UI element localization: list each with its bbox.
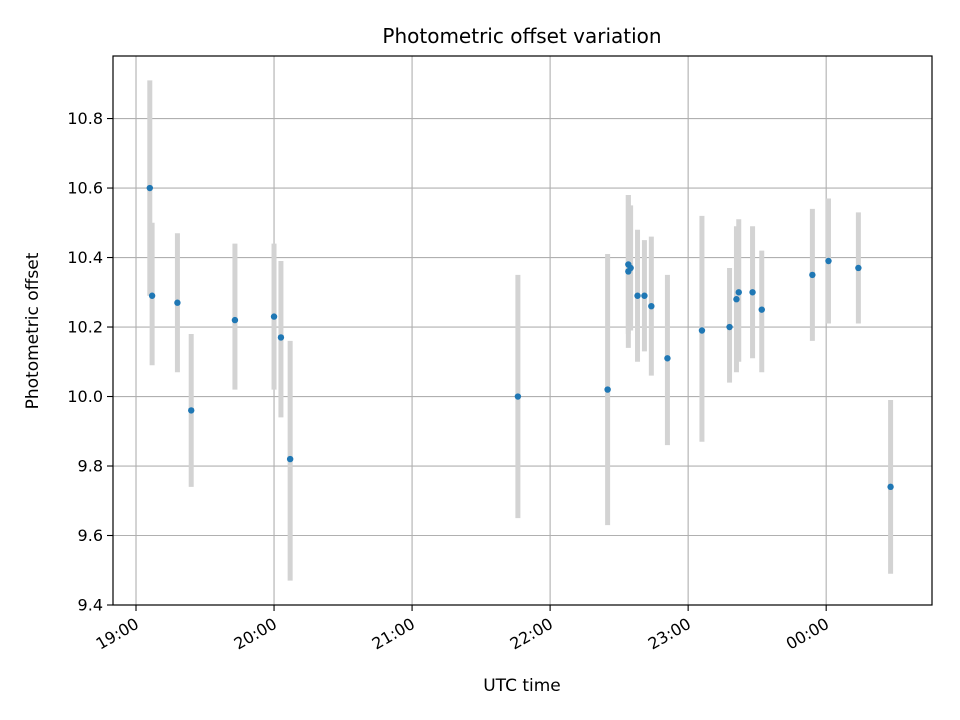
data-point (735, 289, 742, 296)
x-tick-label: 00:00 (783, 614, 832, 654)
y-tick-label: 9.8 (78, 457, 103, 476)
data-point (749, 289, 756, 296)
y-tick-label: 9.6 (78, 526, 103, 545)
data-point (604, 386, 611, 393)
data-point (146, 184, 154, 192)
data-point (809, 271, 816, 279)
data-point (270, 313, 278, 320)
data-point (641, 292, 648, 299)
data-point (286, 455, 294, 463)
chart-title: Photometric offset variation (382, 24, 661, 48)
y-tick-label: 10.4 (67, 248, 103, 267)
data-point (188, 407, 195, 414)
x-tick-label: 20:00 (231, 614, 280, 654)
y-tick-label: 10.8 (67, 109, 103, 128)
plot-frame (112, 55, 933, 606)
error-bars (147, 80, 894, 581)
y-tick-label: 10.6 (67, 179, 103, 198)
data-point (664, 355, 671, 362)
data-point (698, 327, 706, 334)
x-axis-ticks: 19:00 20:00 21:00 22:00 23:00 00:00 (93, 605, 832, 654)
data-point (277, 334, 285, 341)
data-point (514, 393, 522, 400)
y-tick-label: 10.0 (67, 387, 103, 406)
y-axis-label: Photometric offset (23, 252, 43, 409)
y-tick-label: 10.2 (67, 318, 103, 337)
data-point (825, 257, 832, 265)
data-point (231, 316, 239, 324)
data-points (146, 184, 894, 491)
grid (113, 56, 932, 606)
data-point (726, 323, 733, 331)
x-tick-label: 21:00 (369, 614, 418, 654)
y-tick-label: 9.4 (78, 596, 103, 615)
x-tick-label: 22:00 (507, 614, 556, 654)
x-axis-label: UTC time (483, 676, 561, 696)
data-point (627, 264, 634, 272)
data-point (733, 296, 740, 303)
x-tick-label: 23:00 (645, 614, 694, 654)
data-point (855, 264, 862, 272)
data-point (887, 483, 894, 491)
x-tick-label: 19:00 (93, 614, 142, 654)
data-point (148, 292, 156, 299)
data-point (648, 302, 655, 310)
data-point (174, 299, 181, 306)
data-point (758, 306, 765, 313)
y-axis-ticks: 9.4 9.6 9.8 10.0 10.2 10.4 10.6 10.8 (67, 109, 113, 615)
data-point (634, 292, 641, 299)
